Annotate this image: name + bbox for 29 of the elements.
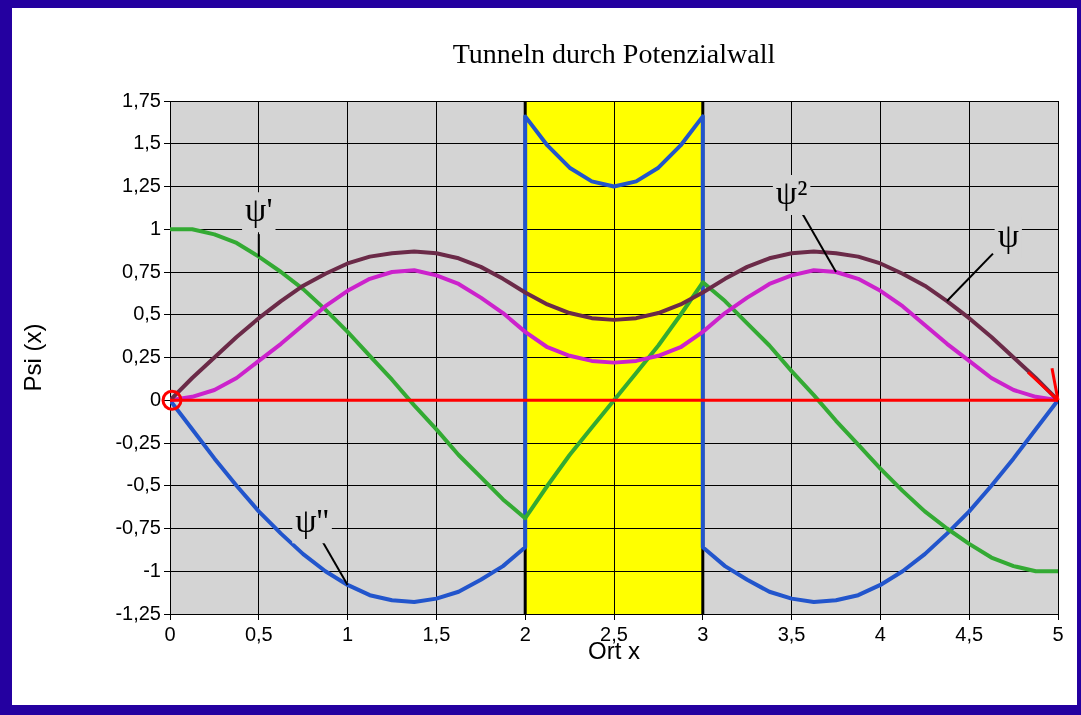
x-tick-label: 4 bbox=[874, 622, 886, 645]
y-tick-label: 1,25 bbox=[122, 174, 161, 197]
x-tick-label: 0,5 bbox=[244, 622, 273, 645]
y-tick-label: 0,5 bbox=[133, 302, 161, 325]
y-tick-label: 1 bbox=[149, 216, 161, 239]
y-tick-label: -1 bbox=[143, 558, 161, 581]
y-tick-label: -0,75 bbox=[115, 516, 161, 539]
y-tick-label: 1,5 bbox=[133, 131, 161, 154]
x-tick-label: 3 bbox=[697, 622, 709, 645]
y-axis-title: Psi (x) bbox=[19, 323, 47, 392]
x-tick-label: 1,5 bbox=[422, 622, 451, 645]
text: ψ bbox=[997, 216, 1019, 254]
x-tick-label: 2 bbox=[519, 622, 531, 645]
x-tick-label: 3,5 bbox=[777, 622, 806, 645]
x-tick-label: 5 bbox=[1052, 622, 1064, 645]
chart-title: Tunneln durch Potenzialwall bbox=[451, 38, 777, 70]
y-tick-label: 0 bbox=[149, 387, 161, 410]
y-tick-label: -1,25 bbox=[115, 601, 161, 624]
series-label: ψ' bbox=[245, 191, 273, 229]
series-label: ψ² bbox=[775, 173, 808, 211]
x-tick-label: 0 bbox=[164, 622, 176, 645]
series-label: ψ'' bbox=[295, 502, 329, 540]
y-tick-label: 0,25 bbox=[122, 345, 161, 368]
y-tick-label: 0,75 bbox=[122, 259, 161, 282]
y-tick-label: -0,5 bbox=[126, 473, 161, 496]
y-tick-label: -0,25 bbox=[115, 430, 161, 453]
y-tick-label: 1,75 bbox=[122, 88, 161, 111]
x-tick-label: 1 bbox=[342, 622, 354, 645]
x-tick-label: 4,5 bbox=[955, 622, 984, 645]
